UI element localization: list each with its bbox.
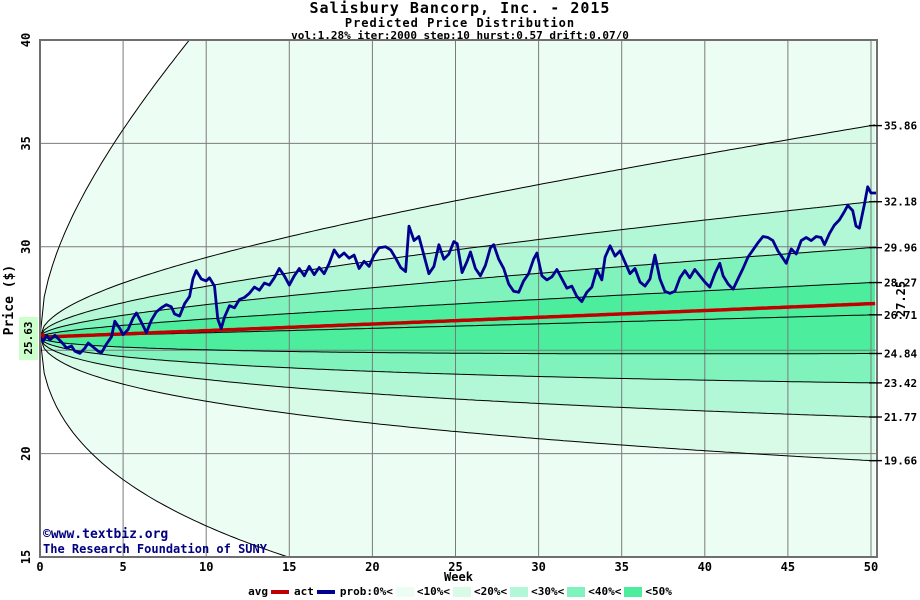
percentile-line — [40, 336, 876, 418]
x-tick-label: 5 — [119, 560, 126, 574]
start-price-box — [19, 317, 38, 360]
simulation-params: vol:1.28% iter:2000 step:10 hurst:0.57 d… — [291, 29, 629, 42]
x-tick-label: 45 — [781, 560, 795, 574]
start-marker — [40, 333, 44, 342]
right-price-label: 23.42 — [884, 377, 917, 390]
x-axis-label: Week — [444, 570, 473, 584]
x-tick-label: 25 — [448, 560, 462, 574]
x-tick-label: 40 — [698, 560, 712, 574]
y-tick-label: 20 — [19, 446, 33, 460]
percentile-line — [40, 124, 876, 338]
probability-band — [40, 314, 876, 354]
legend-band-items: <10%< <20%< <30%< <40%< <50% — [393, 585, 672, 598]
right-price-label: 26.71 — [884, 309, 917, 322]
chart-header: Salisbury Bancorp, Inc. - 2015 Predicted… — [0, 0, 920, 42]
avg-end-price-label: 27.25 — [894, 281, 908, 317]
legend: avg act prob:0%< <10%< <20%< <30%< <40%< <50… — [0, 585, 920, 598]
legend-band-swatch — [510, 586, 529, 597]
probability-bands — [40, 40, 876, 557]
right-price-label: 21.77 — [884, 411, 917, 424]
probability-band — [40, 247, 876, 338]
percentile-line — [40, 337, 290, 557]
probability-band — [40, 337, 876, 461]
price-series — [40, 185, 877, 355]
legend-band-label: <30%< — [531, 585, 565, 598]
percentile-line — [40, 40, 191, 338]
probability-band — [40, 201, 876, 338]
y-axis-label: Price ($) — [2, 265, 17, 335]
legend-band-label: <50% — [645, 585, 672, 598]
percentile-line — [40, 246, 876, 338]
plot-border — [39, 39, 878, 558]
probability-band — [40, 337, 876, 418]
percentile-line — [40, 336, 876, 384]
probability-band — [40, 337, 876, 383]
legend-prob-label: prob:0%< — [339, 585, 393, 598]
x-tick-label: 0 — [36, 560, 43, 574]
percentile-lines — [40, 40, 876, 557]
x-tick-label: 35 — [614, 560, 628, 574]
probability-band — [40, 282, 876, 338]
legend-band-label: <10%< — [416, 585, 450, 598]
chart-subtitle: Predicted Price Distribution — [344, 16, 576, 30]
x-tick-label: 50 — [864, 560, 878, 574]
right-price-label: 32.18 — [884, 196, 917, 209]
right-price-label: 28.27 — [884, 277, 917, 290]
percentile-line — [40, 281, 876, 338]
legend-avg-label: avg — [248, 585, 268, 598]
legend-band-swatch — [452, 586, 471, 597]
legend-band-swatch — [395, 586, 414, 597]
watermark-org: The Research Foundation of SUNY — [43, 542, 267, 556]
legend-band-label: <40%< — [588, 585, 622, 598]
legend-band-swatch — [624, 586, 643, 597]
x-axis-tick-labels: 0 5 10 15 20 25 30 35 40 45 50 — [36, 560, 878, 574]
legend-band-label: <20%< — [473, 585, 508, 598]
y-tick-label: 15 — [19, 550, 33, 564]
watermark: ©www.textbiz.org The Research Foundation… — [43, 527, 267, 557]
y-tick-label: 30 — [19, 240, 33, 254]
y-tick-label: 35 — [19, 136, 33, 150]
gridlines — [40, 40, 877, 557]
legend-band-swatch — [567, 586, 586, 597]
right-price-label: 29.96 — [884, 242, 917, 255]
probability-band — [40, 337, 876, 557]
probability-band — [40, 40, 876, 338]
chart-title: Salisbury Bancorp, Inc. - 2015 — [309, 0, 611, 17]
avg-price-line — [40, 301, 876, 339]
actual-price-line — [40, 185, 877, 355]
start-price-label: 25.63 — [22, 321, 35, 354]
probability-band — [40, 124, 876, 338]
legend-avg-swatch — [271, 589, 289, 594]
x-tick-label: 10 — [199, 560, 213, 574]
percentile-line — [40, 336, 876, 355]
x-tick-label: 15 — [282, 560, 296, 574]
watermark-url: ©www.textbiz.org — [43, 527, 169, 542]
right-price-labels: 35.86 32.18 29.96 28.27 26.71 24.84 23.42 21.77… — [869, 120, 917, 468]
x-tick-label: 30 — [531, 560, 545, 574]
percentile-line — [40, 337, 876, 462]
right-price-label: 24.84 — [884, 348, 917, 361]
y-tick-label: 40 — [19, 33, 33, 47]
right-price-label: 35.86 — [884, 120, 917, 133]
legend-act-label: act — [294, 585, 314, 598]
x-tick-label: 20 — [365, 560, 379, 574]
legend-act-swatch — [316, 589, 335, 594]
right-price-label: 19.66 — [884, 455, 917, 468]
